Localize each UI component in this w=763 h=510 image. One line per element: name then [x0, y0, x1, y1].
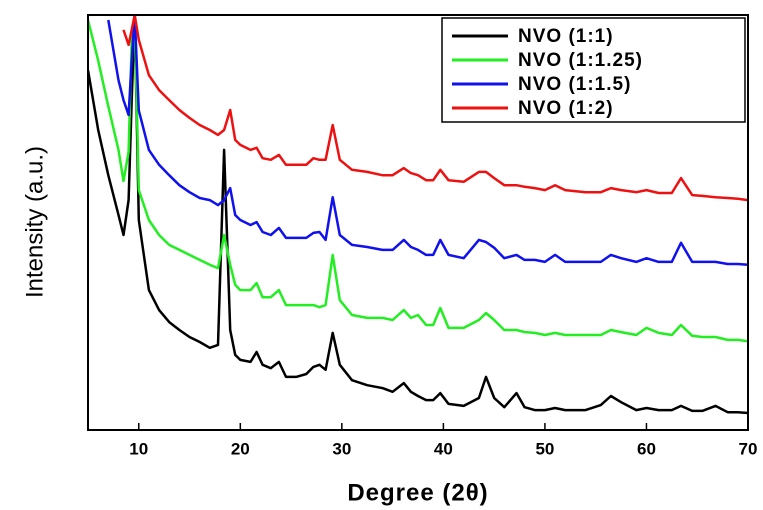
legend-label: NVO (1:1): [518, 26, 614, 47]
legend-label: NVO (1:1.25): [518, 50, 643, 71]
legend-label: NVO (1:2): [518, 98, 614, 119]
x-tick-label: 10: [129, 439, 148, 458]
x-tick-label: 20: [231, 439, 250, 458]
series-line: [122, 15, 748, 202]
plot-frame: [87, 14, 749, 431]
x-tick-label: 30: [332, 439, 351, 458]
x-tick-label: 50: [535, 439, 554, 458]
x-tick-label: 60: [637, 439, 656, 458]
plot-area: [88, 15, 748, 415]
x-tick-label: 40: [434, 439, 453, 458]
x-tick-label: 70: [739, 439, 758, 458]
x-axis-label: Degree (2θ): [347, 479, 488, 506]
legend-label: NVO (1:1.5): [518, 74, 631, 95]
series-line: [88, 15, 748, 415]
y-axis-label: Intensity (a.u.): [21, 146, 48, 298]
series-line: [88, 15, 748, 343]
series-line: [107, 15, 748, 267]
